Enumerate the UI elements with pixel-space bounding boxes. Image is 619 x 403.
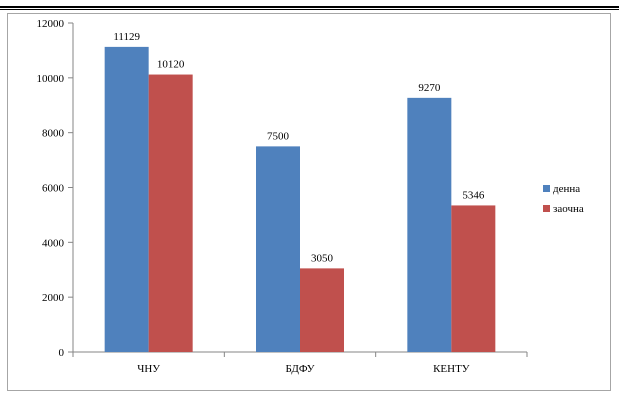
y-tick-label: 8000: [42, 128, 65, 140]
legend-swatch: [543, 185, 550, 192]
bar: [256, 146, 300, 352]
header-rule-thick: [0, 6, 619, 8]
y-tick-label: 2000: [42, 292, 65, 304]
legend-label: заочна: [553, 203, 584, 215]
legend-swatch: [543, 205, 550, 212]
x-tick-label: ЧНУ: [137, 363, 160, 375]
x-tick-label: КЕНТУ: [433, 363, 470, 375]
data-label: 5346: [462, 189, 485, 201]
x-tick-label: БДФУ: [285, 363, 314, 375]
bar: [407, 97, 452, 352]
y-tick-label: 10000: [37, 73, 65, 85]
data-label: 10120: [157, 59, 185, 71]
data-label: 9270: [418, 82, 441, 94]
y-tick-label: 4000: [42, 237, 65, 249]
bar: [104, 46, 149, 353]
y-tick-label: 6000: [42, 183, 65, 195]
y-tick-label: 12000: [37, 18, 65, 30]
bar: [451, 205, 496, 352]
bar: [148, 74, 193, 352]
bar: [300, 268, 344, 352]
data-label: 3050: [311, 252, 334, 264]
data-label: 7500: [267, 130, 290, 142]
header-rule-thin: [0, 9, 619, 10]
y-tick-label: 0: [59, 347, 65, 359]
data-label: 11129: [113, 31, 140, 43]
legend-label: денна: [553, 183, 580, 195]
